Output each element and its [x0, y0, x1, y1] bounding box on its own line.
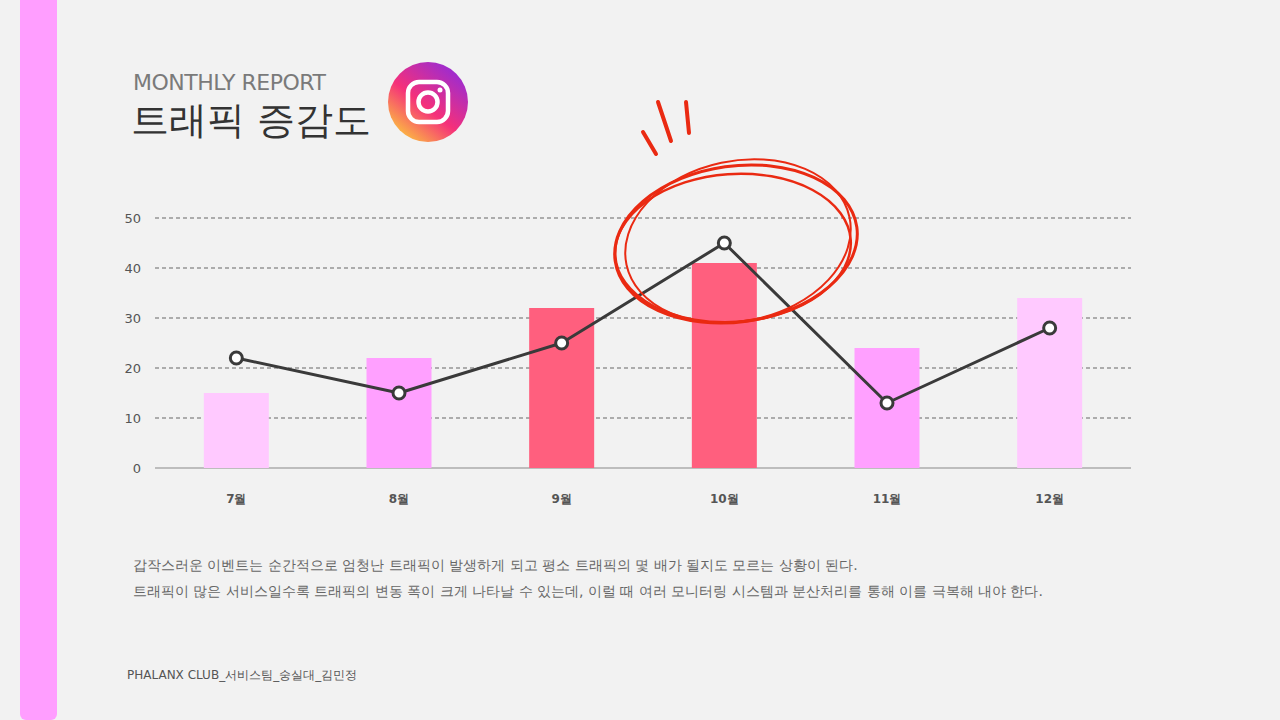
- scribble-tick: [686, 102, 689, 133]
- bar: [204, 393, 269, 468]
- kicker: MONTHLY REPORT: [133, 70, 326, 95]
- line-marker: [881, 397, 893, 409]
- grid-line: [155, 418, 1131, 419]
- bar: [367, 358, 432, 468]
- x-tick-label: 11월: [873, 492, 902, 506]
- icon-dot: [438, 88, 443, 93]
- highlight-scribble: [604, 102, 867, 343]
- grid-line: [155, 268, 1131, 269]
- instagram-icon: [388, 62, 468, 142]
- line-marker: [556, 337, 568, 349]
- icon-bg: [388, 62, 468, 142]
- body-text: 트래픽이 많은 서비스일수록 트래픽의 변동 폭이 크게 나타날 수 있는데, …: [133, 583, 1043, 599]
- y-tick-label: 0: [133, 461, 141, 476]
- grid-line: [155, 368, 1131, 369]
- bar: [1017, 298, 1082, 468]
- scribble-tick: [643, 132, 656, 154]
- x-tick-label: 12월: [1035, 492, 1064, 506]
- scribble-ring: [610, 166, 856, 330]
- plot: [204, 237, 1082, 468]
- icon-frame: [408, 82, 448, 122]
- y-tick-label: 20: [124, 361, 141, 376]
- x-tick-label: 8월: [389, 492, 409, 506]
- accent-bar: [20, 0, 57, 720]
- grid-line: [155, 218, 1131, 219]
- x-tick-label: 7월: [226, 492, 246, 506]
- title: 트래픽 증감도: [131, 98, 371, 142]
- bar: [855, 348, 920, 468]
- grid-line: [155, 318, 1131, 319]
- line-marker: [230, 352, 242, 364]
- grid-line: [155, 468, 1131, 469]
- line-marker: [1044, 322, 1056, 334]
- bar: [529, 308, 594, 468]
- scribble-tick: [658, 102, 671, 141]
- icon-lens: [419, 93, 438, 112]
- x-tick-label: 9월: [551, 492, 571, 506]
- y-tick-label: 40: [124, 261, 141, 276]
- scribble-ring: [604, 150, 867, 338]
- y-tick-label: 10: [124, 411, 141, 426]
- page: MONTHLY REPORT 트래픽 증감도 0 10 20 30 40 50 7월 8월 9월 10…: [0, 0, 1280, 720]
- x-tick-label: 10월: [710, 492, 739, 506]
- axes: 0 10 20 30 40 50 7월 8월 9월 10월 11월 12월: [124, 211, 1131, 506]
- bar: [692, 263, 757, 468]
- y-tick-label: 30: [124, 311, 141, 326]
- line-marker: [393, 387, 405, 399]
- y-tick-label: 50: [124, 211, 141, 226]
- body-text: 갑작스러운 이벤트는 순간적으로 엄청난 트래픽이 발생하게 되고 평소 트래픽…: [133, 557, 858, 573]
- footer: PHALANX CLUB_서비스팀_숭실대_김민정: [127, 668, 357, 682]
- line: [236, 243, 1049, 403]
- line-marker: [718, 237, 730, 249]
- scribble-ring: [610, 139, 866, 343]
